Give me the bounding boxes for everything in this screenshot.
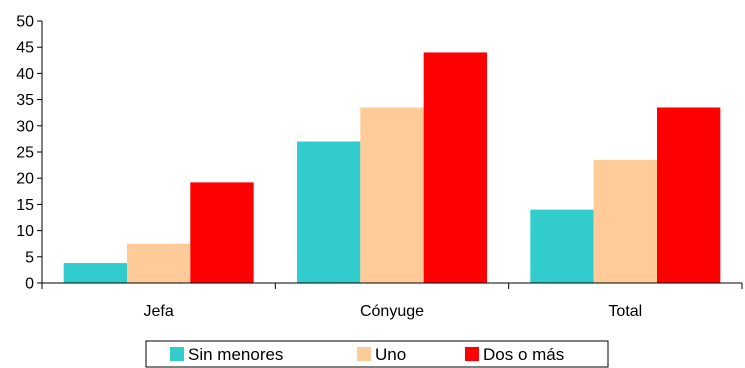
y-tick-label: 0 — [25, 276, 34, 293]
y-tick-label: 15 — [16, 197, 34, 214]
bar-2-1 — [127, 243, 191, 283]
y-tick-label: 25 — [16, 145, 34, 162]
y-tick-label: 40 — [16, 66, 34, 83]
bar-2-3 — [593, 159, 657, 283]
legend-label-2: Uno — [375, 345, 406, 364]
legend-label-1: Sin menores — [188, 345, 283, 364]
bars-group — [63, 52, 721, 284]
y-tick-label: 5 — [25, 249, 34, 266]
legend-label-3: Dos o más — [483, 345, 564, 364]
bar-1-1 — [63, 263, 127, 283]
y-tick-label: 20 — [16, 171, 34, 188]
bar-2-2 — [360, 107, 424, 284]
legend-swatch-3 — [465, 347, 479, 361]
bar-3-2 — [423, 52, 487, 283]
y-tick-label: 50 — [16, 14, 34, 31]
bar-1-3 — [530, 209, 594, 283]
y-tick-label: 10 — [16, 223, 34, 240]
y-tick-label: 35 — [16, 92, 34, 109]
legend-frame — [145, 340, 609, 368]
x-labels-group: Jefa Cónyuge Total — [144, 303, 643, 320]
y-ticks-group: 0 5 10 15 20 25 30 35 40 45 50 — [16, 14, 42, 293]
x-category-label: Total — [608, 303, 642, 320]
y-tick-label: 30 — [16, 118, 34, 135]
bar-3-3 — [657, 107, 721, 284]
legend-swatch-1 — [170, 347, 184, 361]
x-category-label: Jefa — [144, 303, 174, 320]
x-category-label: Cónyuge — [360, 303, 424, 320]
bar-1-2 — [297, 141, 361, 283]
y-tick-label: 45 — [16, 40, 34, 57]
bar-3-1 — [190, 182, 254, 283]
legend: Sin menores Uno Dos o más — [145, 340, 609, 368]
legend-swatch-2 — [357, 347, 371, 361]
